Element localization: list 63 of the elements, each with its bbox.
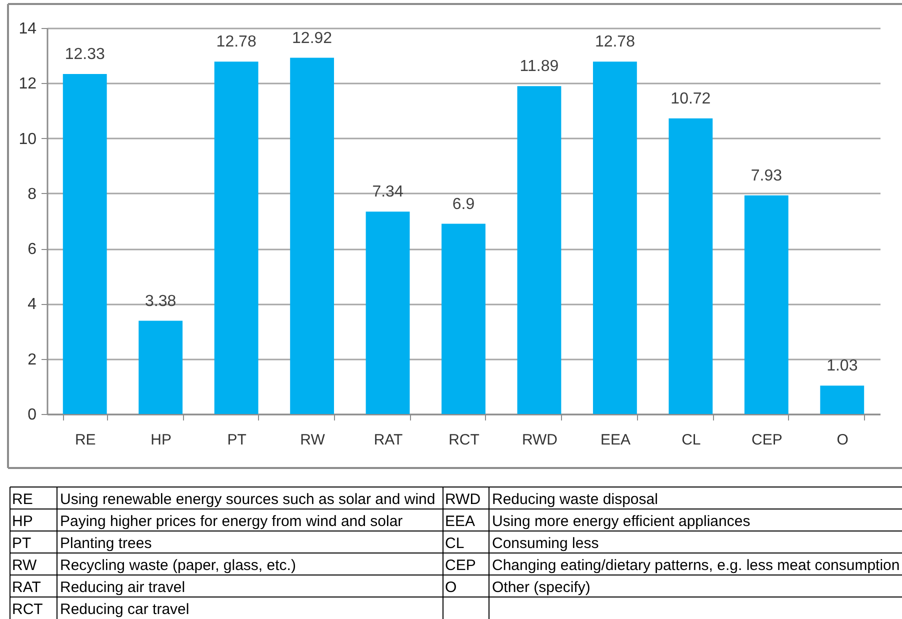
text: Reducing waste disposal [492,491,658,508]
y-tick-label: 12 [18,76,37,93]
y-tick-label: 0 [28,406,37,424]
x-tick-label: HP [150,432,172,448]
text: Reducing car travel [60,601,190,618]
bar [366,212,410,414]
text: RCT [12,601,43,618]
text: Recycling waste (paper, glass, etc.) [60,557,296,574]
data-label: 7.93 [750,167,782,184]
bar [744,195,788,414]
x-tick-label: RCT [448,432,480,448]
text: HP [12,513,33,530]
x-tick-label: RWD [522,432,558,448]
text: CL [445,535,464,552]
x-tick-label: RE [74,432,96,448]
text: RAT [12,579,41,596]
data-label: 7.34 [372,184,404,201]
text: Planting trees [60,535,152,552]
bar [62,74,107,414]
text: EEA [445,513,476,530]
x-tick-label: RAT [374,432,403,448]
bar [592,62,637,414]
text: Using more energy efficient appliances [492,513,750,530]
y-tick-label: 14 [18,20,37,38]
data-label: 6.9 [452,196,475,213]
text: PT [12,535,32,552]
x-tick-label: PT [227,432,246,448]
text: Paying higher prices for energy from wind and solar [60,513,403,530]
x-tick-label: RW [300,432,326,448]
text: Reducing air travel [60,579,186,596]
text: RWD [445,491,481,508]
data-label: 1.03 [826,358,858,375]
y-tick-label: 6 [28,241,37,258]
text: Consuming less [492,535,599,552]
text: O [445,579,457,596]
bar [517,86,562,414]
y-tick-label: 10 [18,130,37,148]
text: Using renewable energy sources such as solar and wind [60,491,436,508]
data-label: 12.92 [292,30,332,47]
text: Other (specify) [492,579,590,596]
bar [820,386,864,414]
bar [214,62,258,414]
text: RW [12,557,38,574]
text: CEP [445,557,476,574]
text: Changing eating/dietary patterns, e.g. less meat consumption [492,557,900,574]
bar [138,320,183,414]
data-label: 10.72 [670,90,711,108]
x-tick-label: EEA [600,432,630,448]
data-label: 3.38 [145,292,176,310]
x-tick-label: CL [682,432,701,448]
bar [668,118,713,414]
data-label: 12.78 [216,34,256,51]
bar [290,58,334,414]
x-tick-label: CEP [751,432,782,448]
bar [442,224,486,414]
x-tick-label: O [836,432,848,448]
y-tick-label: 4 [28,296,37,314]
data-label: 11.89 [520,58,559,76]
data-label: 12.33 [64,46,105,64]
y-tick-label: 2 [28,351,37,368]
text: RE [12,491,33,508]
y-tick-label: 8 [28,186,37,203]
data-label: 12.78 [594,34,636,51]
